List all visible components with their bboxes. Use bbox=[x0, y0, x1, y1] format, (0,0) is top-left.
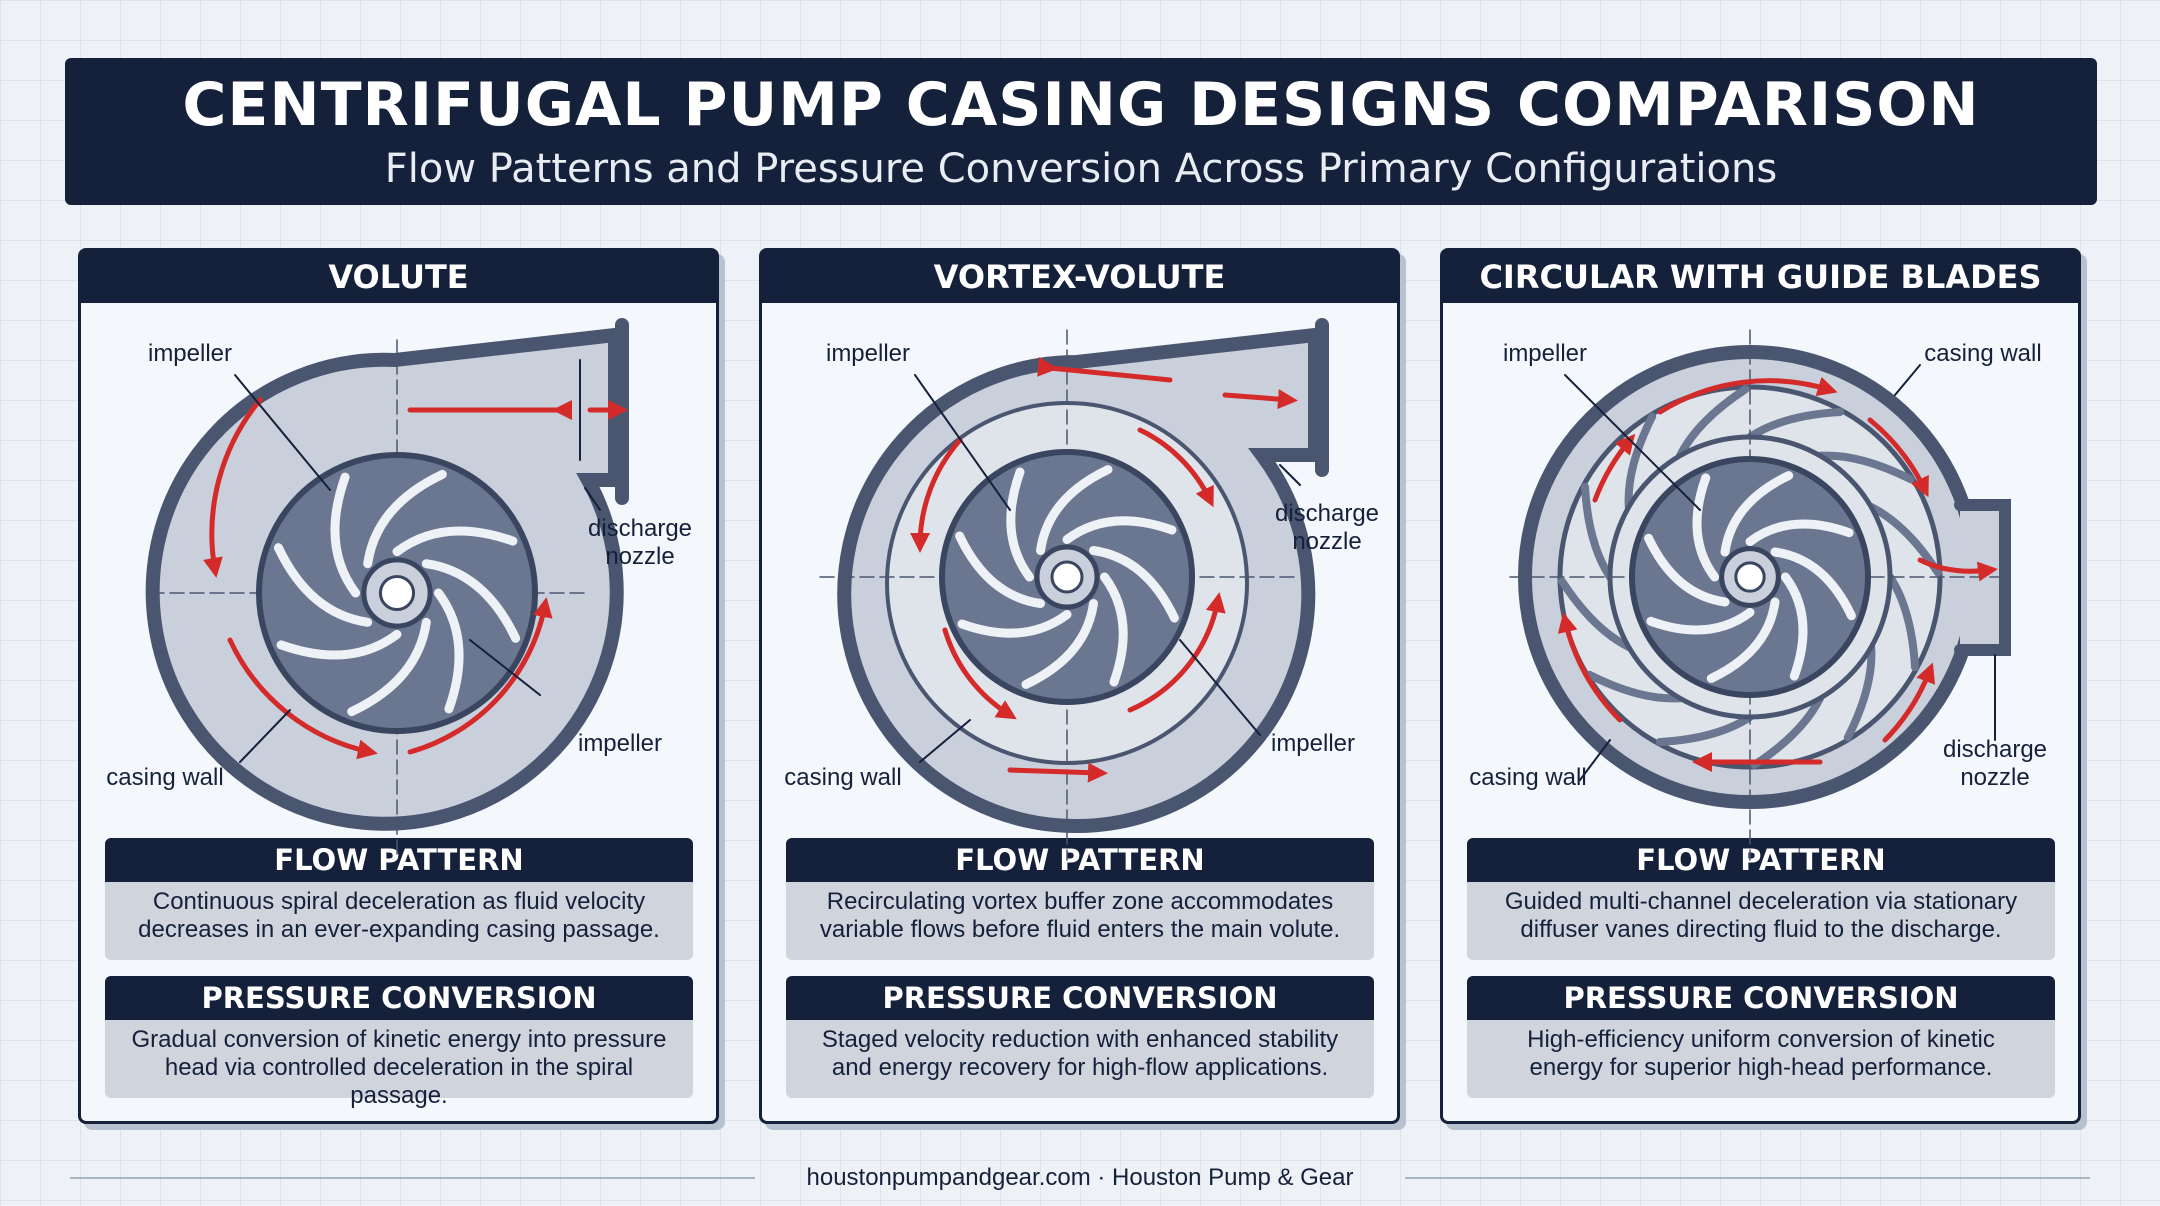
header: CENTRIFUGAL PUMP CASING DESIGNS COMPARIS… bbox=[65, 58, 2097, 205]
panel-title: CIRCULAR WITH GUIDE BLADES bbox=[1443, 251, 2078, 303]
label: discharge nozzle bbox=[587, 515, 693, 570]
info-box: FLOW PATTERN Guided multi-channel deceler… bbox=[1467, 838, 2055, 960]
info-box: PRESSURE CONVERSION Gradual conversion of… bbox=[105, 976, 693, 1109]
label: impeller bbox=[577, 730, 663, 757]
box-text: Guided multi-channel deceleration via st… bbox=[1504, 888, 2018, 943]
box-heading: FLOW PATTERN bbox=[105, 838, 693, 882]
box-heading: PRESSURE CONVERSION bbox=[1467, 976, 2055, 1020]
label: casing wall bbox=[1924, 340, 2042, 367]
label: impeller bbox=[825, 340, 911, 367]
panel-title: VOLUTE bbox=[81, 251, 716, 303]
label: impeller bbox=[1270, 730, 1356, 757]
panel: VOLUTE FLOW PATTERN Continuous spiral dec… bbox=[78, 248, 719, 1124]
box-heading: FLOW PATTERN bbox=[1467, 838, 2055, 882]
box-heading: PRESSURE CONVERSION bbox=[786, 976, 1374, 1020]
label: casing wall bbox=[1469, 764, 1587, 791]
title: CENTRIFUGAL PUMP CASING DESIGNS COMPARIS… bbox=[182, 70, 1980, 140]
box-text: Staged velocity reduction with enhanced … bbox=[821, 1026, 1339, 1081]
label: discharge nozzle bbox=[1942, 736, 2048, 791]
box-text: Recirculating vortex buffer zone accommo… bbox=[819, 888, 1341, 943]
footer: houstonpumpandgear.com · Houston Pump & … bbox=[806, 1164, 1354, 1191]
subtitle: Flow Patterns and Pressure Conversion Ac… bbox=[384, 146, 1778, 192]
label: impeller bbox=[1502, 340, 1588, 367]
label: impeller bbox=[147, 340, 233, 367]
info-box: PRESSURE CONVERSION Staged velocity reduc… bbox=[786, 976, 1374, 1098]
box-heading: PRESSURE CONVERSION bbox=[105, 976, 693, 1020]
box-text: Continuous spiral deceleration as fluid … bbox=[138, 888, 660, 943]
info-box: FLOW PATTERN Recirculating vortex buffer … bbox=[786, 838, 1374, 960]
box-heading: FLOW PATTERN bbox=[786, 838, 1374, 882]
box-text: Gradual conversion of kinetic energy int… bbox=[131, 1026, 667, 1109]
panel: CIRCULAR WITH GUIDE BLADES FLOW PATTERN G… bbox=[1440, 248, 2081, 1124]
info-box: FLOW PATTERN Continuous spiral decelerati… bbox=[105, 838, 693, 960]
label: casing wall bbox=[784, 764, 902, 791]
panel-title: VORTEX-VOLUTE bbox=[762, 251, 1397, 303]
panel: VORTEX-VOLUTE FLOW PATTERN Recirculating … bbox=[759, 248, 1400, 1124]
info-box: PRESSURE CONVERSION High-efficiency unifo… bbox=[1467, 976, 2055, 1098]
label: discharge nozzle bbox=[1274, 500, 1380, 555]
box-text: High-efficiency uniform conversion of ki… bbox=[1527, 1026, 1995, 1081]
label: casing wall bbox=[106, 764, 224, 791]
